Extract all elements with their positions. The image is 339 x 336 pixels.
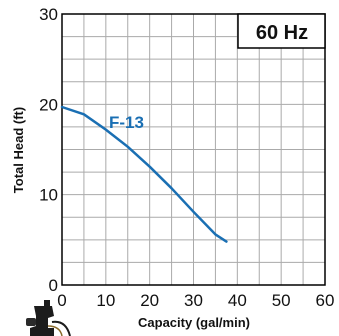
x-tick-label: 10 — [96, 291, 115, 310]
x-tick-label: 60 — [316, 291, 335, 310]
x-axis-title: Capacity (gal/min) — [138, 315, 250, 330]
pump-icon — [26, 300, 71, 336]
y-tick-labels: 0 10 20 30 — [39, 5, 58, 295]
x-tick-label: 40 — [228, 291, 247, 310]
x-tick-label: 30 — [184, 291, 203, 310]
x-tick-label: 20 — [140, 291, 159, 310]
x-tick-labels: 0 10 20 30 40 50 60 — [57, 291, 334, 310]
x-tick-label: 50 — [272, 291, 291, 310]
series-lines — [60, 105, 228, 243]
y-tick-label: 0 — [49, 276, 58, 295]
series-line-f-13 — [60, 105, 228, 243]
y-axis-title: Total Head (ft) — [11, 107, 26, 193]
series-label-f13: F-13 — [109, 113, 144, 132]
frequency-badge: 60 Hz — [256, 22, 308, 44]
y-tick-label: 30 — [39, 5, 58, 24]
frequency-badge-box — [237, 13, 326, 49]
x-tick-label: 0 — [57, 291, 66, 310]
y-tick-label: 10 — [39, 186, 58, 205]
plot-frame — [61, 13, 326, 286]
chart-grid — [61, 13, 326, 286]
y-tick-label: 20 — [39, 95, 58, 114]
